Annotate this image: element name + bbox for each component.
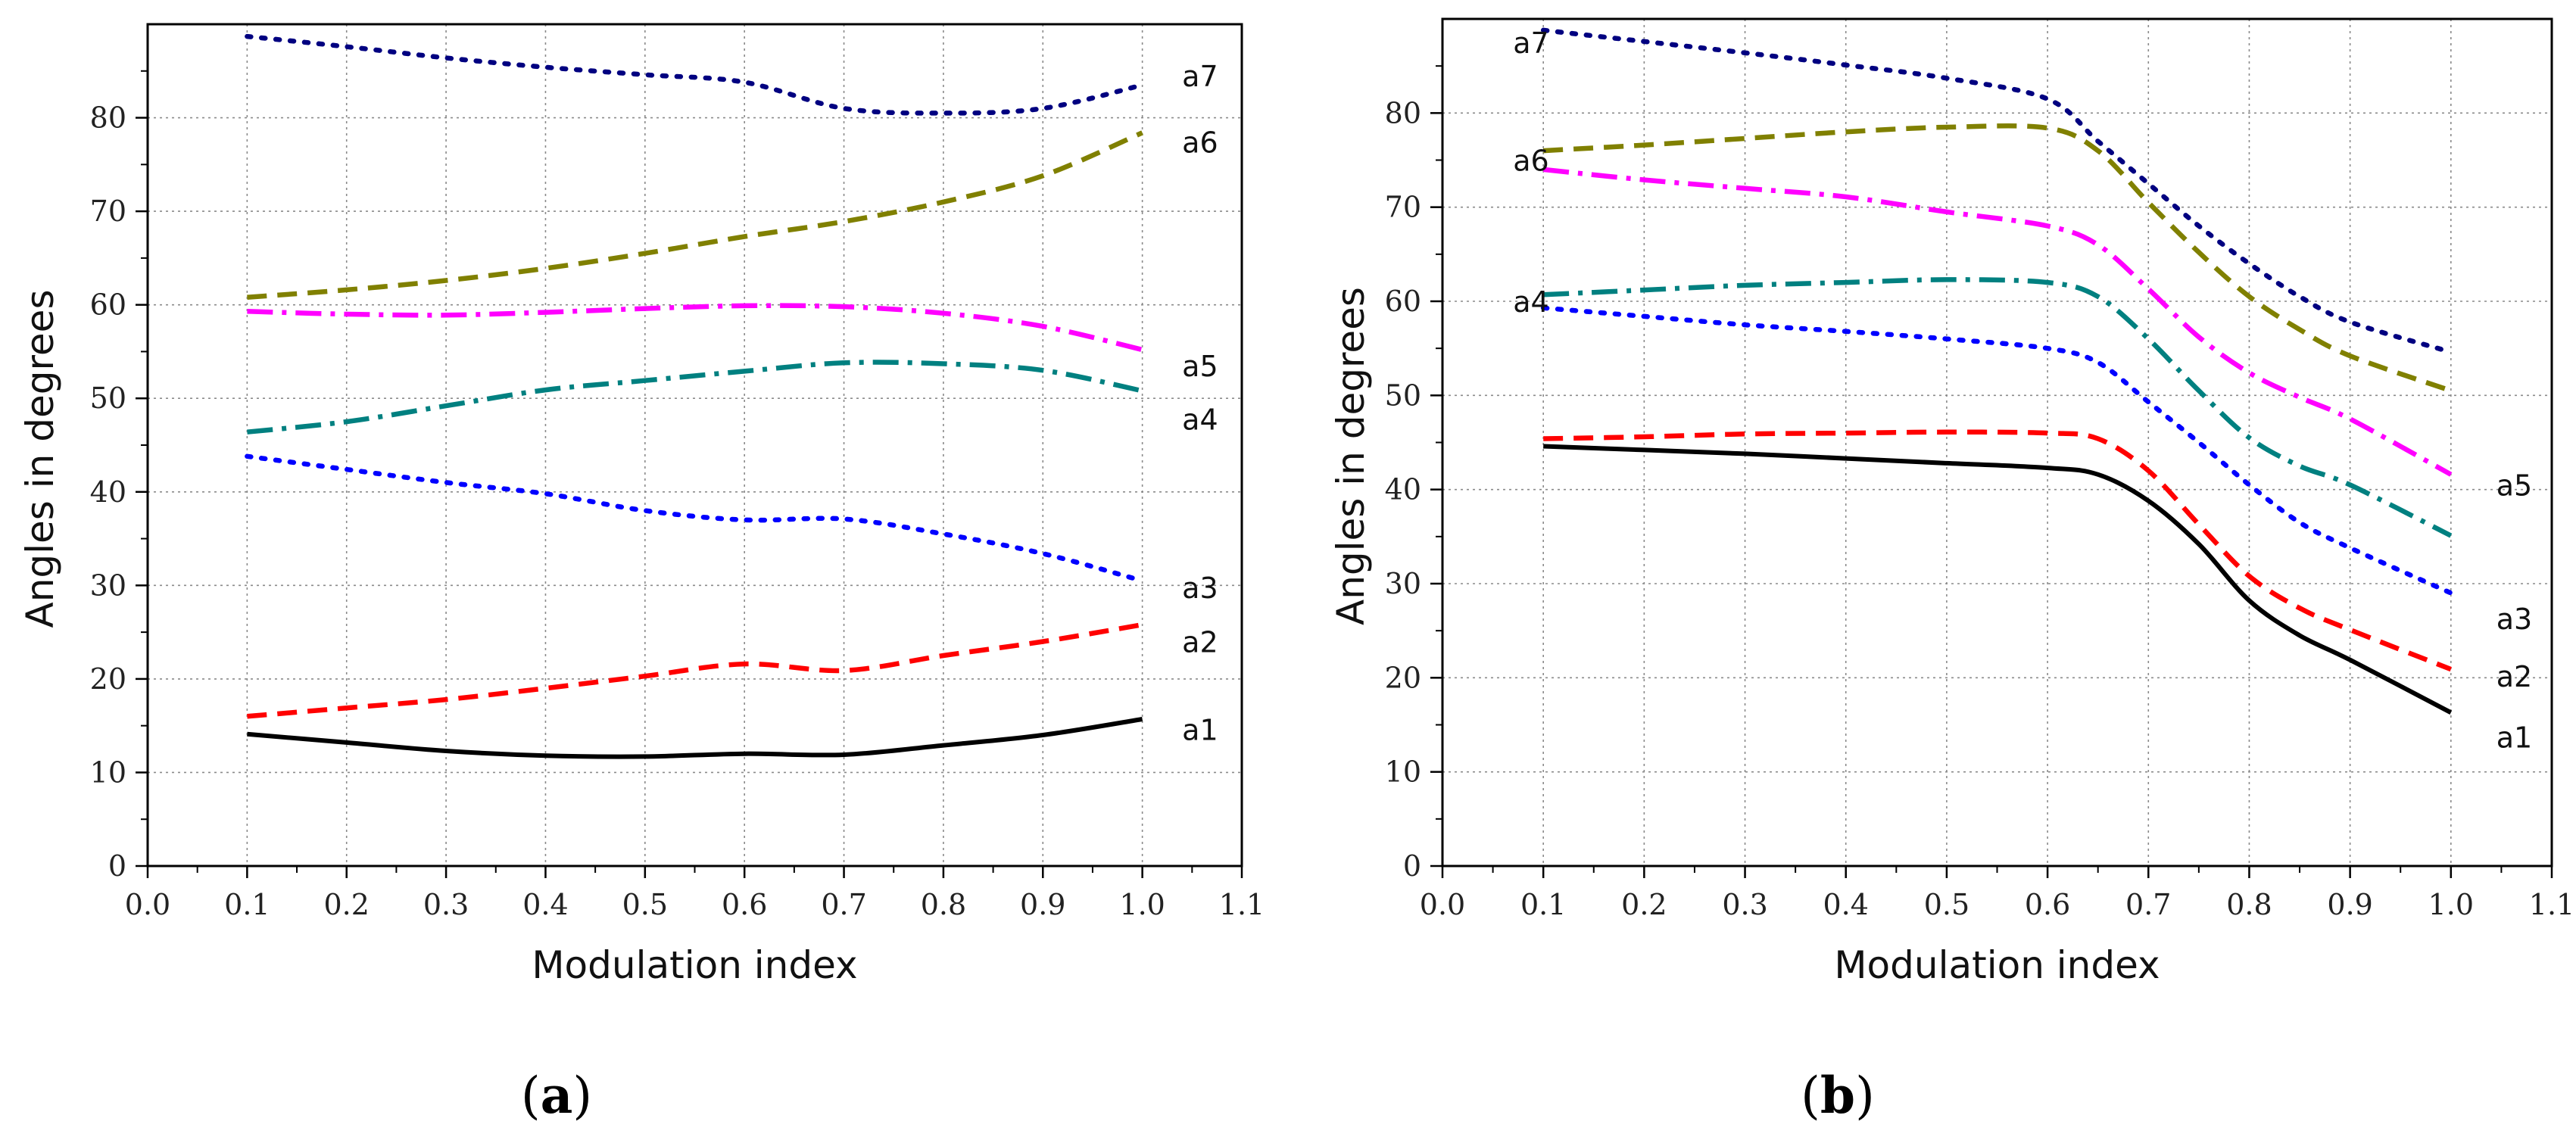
- panel-a-y-tick-label: 70: [90, 195, 126, 228]
- panel-a-y-axis: 0 10 20 30 40 50 60 70 80: [90, 70, 148, 883]
- panel-a-series-label-a7: a7: [1182, 60, 1218, 93]
- panel-a-y-tick-label: 10: [90, 755, 126, 789]
- panel-a-series-label-a4: a4: [1182, 403, 1218, 436]
- panel-a-caption: (a): [521, 1066, 592, 1125]
- panel-a-series-a4-line: [247, 360, 1143, 435]
- panel-a-annotations: a7 a6 a5 a4 a3 a2 a1: [1182, 60, 1218, 747]
- panel-a-caption-close: ): [572, 1067, 592, 1125]
- panel-b-series-a3-line: [1540, 305, 2454, 596]
- panel-a-series-label-a5: a5: [1182, 350, 1218, 383]
- panel-b-series-label-a6: a6: [1513, 145, 1548, 178]
- panel-b-y-tick-label: 60: [1385, 285, 1421, 318]
- panel-b-annotations: a7 a6 a4 a5 a3 a2 a1: [1513, 26, 2532, 755]
- panel-a-x-tick-label: 0.8: [921, 888, 966, 921]
- panel-b-series-label-a2: a2: [2496, 660, 2532, 693]
- panel-a-y-tick-label: 30: [90, 568, 126, 602]
- panel-b-caption-letter: b: [1820, 1066, 1855, 1125]
- panel-a-series-a6-line: [247, 130, 1143, 301]
- panel-a-y-tick-label: 50: [90, 382, 126, 415]
- panel-b-series-label-a7: a7: [1513, 26, 1548, 60]
- panel-a-y-tick-label: 20: [90, 662, 126, 696]
- panel-a-x-tick-label: 0.6: [722, 888, 767, 921]
- panel-b-y-tick-label: 40: [1385, 473, 1421, 506]
- panel-b-series-label-a5: a5: [2496, 469, 2532, 502]
- panel-a-x-tick-label: 1.0: [1119, 888, 1165, 921]
- panel-b-y-tick-label: 70: [1385, 191, 1421, 224]
- panel-b-x-tick-label: 0.0: [1420, 888, 1465, 921]
- panel-a: 0.0 0.1 0.2 0.3 0.4 0.5 0.6 0.7 0.8 0.9 1.0 1.1 0 10 2…: [18, 23, 1265, 1125]
- panel-b-x-tick-label: 0.2: [1621, 888, 1667, 921]
- panel-b-y-axis: 0 10 20 30 40 50 60 70 80: [1385, 65, 1442, 883]
- panel-a-series-label-a2: a2: [1182, 625, 1218, 659]
- panel-b-series-a1-line: [1543, 444, 2453, 715]
- panel-b-x-tick-label: 0.1: [1520, 888, 1566, 921]
- panel-b-series-label-a1: a1: [2496, 721, 2532, 755]
- panel-b-x-tick-label: 0.4: [1823, 888, 1869, 921]
- panel-b-x-tick-label: 1.1: [2529, 888, 2574, 921]
- panel-a-x-axis: 0.0 0.1 0.2 0.3 0.4 0.5 0.6 0.7 0.8 0.9 1.0 1.1: [125, 866, 1265, 921]
- panel-b-y-axis-title: Angles in degrees: [1329, 287, 1373, 625]
- panel-b-caption: (b): [1801, 1066, 1875, 1125]
- panel-b-series-a6-line: [1543, 123, 2452, 394]
- panel-b-y-tick-label: 10: [1385, 755, 1421, 789]
- panel-a-caption-letter: a: [541, 1066, 573, 1125]
- panel-a-x-tick-label: 0.2: [324, 888, 370, 921]
- panel-b-x-tick-label: 0.6: [2025, 888, 2070, 921]
- panel-b-series-a5-line: [1542, 167, 2453, 477]
- panel-b-x-tick-label: 0.8: [2226, 888, 2272, 921]
- panel-b-series-a7-line: [1540, 27, 2454, 355]
- panel-a-y-tick-label: 80: [90, 101, 126, 135]
- panel-a-x-tick-label: 0.7: [821, 888, 866, 921]
- panel-b-grid: [1442, 19, 2552, 866]
- panel-a-x-tick-label: 0.3: [423, 888, 469, 921]
- panel-a-series-a1-line: [247, 717, 1143, 759]
- panel-a-series-a7-line: [245, 33, 1145, 116]
- panel-b-y-tick-label: 30: [1385, 567, 1421, 600]
- panel-a-x-tick-label: 0.1: [224, 888, 270, 921]
- panel-b-caption-open: (: [1801, 1067, 1820, 1125]
- panel-a-y-tick-label: 40: [90, 475, 126, 509]
- panel-a-caption-open: (: [521, 1067, 541, 1125]
- panel-a-series-a5-line: [247, 303, 1143, 353]
- panel-a-x-tick-label: 0.0: [125, 888, 170, 921]
- panel-a-series-a2-line: [247, 621, 1143, 719]
- panel-b-series-a2-line: [1543, 429, 2452, 672]
- panel-a-y-tick-label: 60: [90, 288, 126, 322]
- panel-a-y-tick-label: 0: [108, 849, 126, 883]
- panel-b-x-tick-label: 0.5: [1924, 888, 1969, 921]
- panel-a-grid: [148, 24, 1242, 866]
- panel-b-x-axis-title: Modulation index: [1834, 943, 2160, 987]
- panel-b-series-a4-line: [1543, 277, 2453, 538]
- panel-b-series-label-a4: a4: [1513, 285, 1548, 319]
- panel-a-x-tick-label: 1.1: [1219, 888, 1265, 921]
- panel-b-x-tick-label: 0.7: [2125, 888, 2171, 921]
- panel-a-x-tick-label: 0.5: [622, 888, 668, 921]
- panel-a-series: [245, 33, 1145, 759]
- panel-b-series-label-a3: a3: [2496, 603, 2532, 636]
- panel-a-y-axis-title: Angles in degrees: [18, 290, 62, 628]
- panel-b-y-tick-label: 50: [1385, 378, 1421, 412]
- panel-b-x-tick-label: 0.3: [1722, 888, 1767, 921]
- panel-a-series-label-a1: a1: [1182, 714, 1218, 747]
- panel-b: 0.0 0.1 0.2 0.3 0.4 0.5 0.6 0.7 0.8 0.9 1.0 1.1 0 10 2…: [1329, 17, 2574, 1125]
- panel-a-x-tick-label: 0.4: [522, 888, 568, 921]
- panel-a-series-a3-line: [245, 453, 1145, 584]
- panel-b-series: [1540, 27, 2454, 715]
- panel-a-x-tick-label: 0.9: [1020, 888, 1065, 921]
- panel-b-x-tick-label: 1.0: [2428, 888, 2474, 921]
- panel-b-x-axis: 0.0 0.1 0.2 0.3 0.4 0.5 0.6 0.7 0.8 0.9 1.0 1.1: [1420, 866, 2574, 921]
- panel-a-series-label-a3: a3: [1182, 572, 1218, 605]
- panel-b-y-tick-label: 80: [1385, 96, 1421, 129]
- panel-a-x-axis-title: Modulation index: [532, 943, 857, 987]
- panel-b-y-tick-label: 20: [1385, 661, 1421, 694]
- panel-b-x-tick-label: 0.9: [2327, 888, 2372, 921]
- panel-b-y-tick-label: 0: [1403, 849, 1421, 883]
- panel-a-series-label-a6: a6: [1182, 126, 1218, 160]
- panel-b-caption-close: ): [1855, 1067, 1875, 1125]
